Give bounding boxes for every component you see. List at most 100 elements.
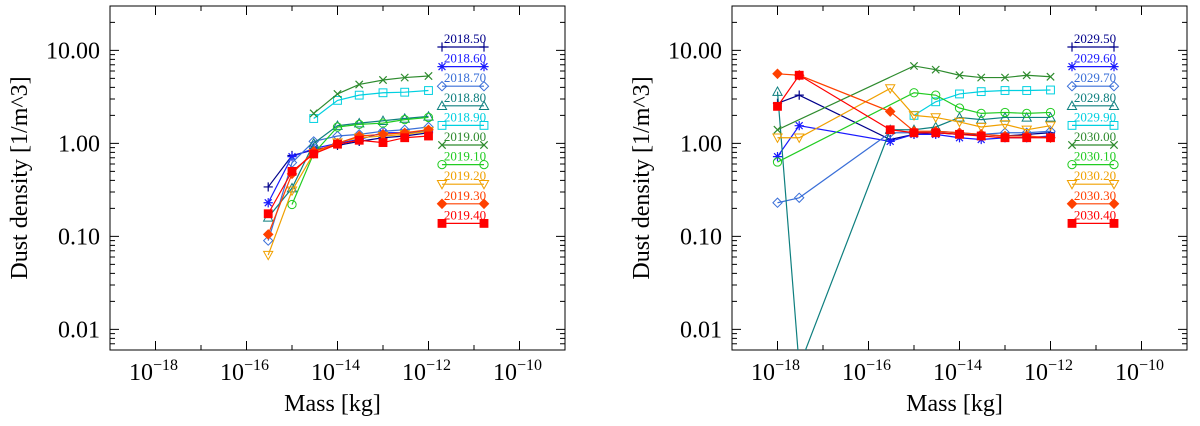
data-point <box>262 250 274 261</box>
data-point <box>1046 72 1055 81</box>
legend-marker <box>437 62 447 72</box>
y-tick-label: 1.00 <box>58 131 100 157</box>
x-tick-label: 10−10 <box>1115 357 1164 386</box>
legend: 2018.50 2018.60 2018.70 2018.80 2018.90 2019.… <box>436 31 490 228</box>
x-tick-label: 10−12 <box>1024 357 1073 386</box>
data-point <box>909 128 919 138</box>
data-point <box>1000 86 1010 95</box>
data-point <box>400 133 410 143</box>
legend-label: 2029.80 <box>1074 90 1116 105</box>
legend-label: 2019.30 <box>444 188 486 203</box>
legend-entry: 2018.70 <box>436 70 490 92</box>
legend-entry: 2018.80 <box>436 90 490 110</box>
legend-label: 2030.00 <box>1074 129 1116 144</box>
data-point <box>976 108 986 119</box>
legend-marker <box>479 159 489 170</box>
x-axis-title: Mass [kg] <box>906 391 1003 417</box>
series-line <box>913 89 1051 116</box>
data-point <box>884 84 896 95</box>
data-point <box>1022 71 1031 80</box>
data-point <box>885 136 895 146</box>
legend-marker <box>479 120 489 130</box>
data-point <box>955 71 964 80</box>
data-point <box>263 209 273 219</box>
legend-label: 2029.90 <box>1074 109 1116 124</box>
legend-entry: 2018.50 <box>437 31 489 52</box>
legend-label: 2018.50 <box>444 31 486 46</box>
series-area <box>772 61 1056 350</box>
legend-marker <box>1108 80 1120 92</box>
legend-marker <box>479 218 489 228</box>
data-point <box>424 131 433 141</box>
x-tick-label: 10−18 <box>129 357 178 386</box>
data-point <box>333 89 342 99</box>
data-point <box>1045 107 1056 118</box>
data-point <box>1022 86 1032 95</box>
data-point <box>908 111 920 122</box>
data-point <box>999 120 1011 131</box>
legend-marker <box>1108 180 1120 190</box>
legend-label: 2029.70 <box>1074 70 1116 85</box>
legend-label: 2018.90 <box>444 109 486 124</box>
legend-marker <box>1066 180 1078 190</box>
legend-label: 2019.20 <box>444 168 486 183</box>
data-point <box>424 86 433 95</box>
x-tick-label: 10−16 <box>842 357 891 386</box>
data-point <box>976 87 986 97</box>
legend-marker <box>437 120 447 130</box>
legend-marker <box>436 180 448 190</box>
x-axis-ticks: 10−18 10−16 10−14 10−12 10−10 <box>109 6 566 386</box>
legend-marker <box>1109 140 1119 150</box>
data-point <box>378 88 388 98</box>
y-tick-label: 1.00 <box>680 131 722 157</box>
x-axis-ticks: 10−18 10−16 10−14 10−12 10−10 <box>731 6 1188 386</box>
data-point <box>930 113 942 124</box>
data-point <box>1045 121 1056 132</box>
data-point <box>377 115 389 125</box>
legend-marker <box>1066 80 1078 92</box>
plot-frame <box>731 5 1188 351</box>
legend-marker <box>436 80 448 92</box>
legend-marker <box>437 140 447 150</box>
legend-entry: 2018.90 <box>437 109 489 130</box>
data-point <box>772 157 783 167</box>
series-line <box>776 91 1051 350</box>
data-point <box>333 139 342 149</box>
legend-entry: 2029.90 <box>1067 109 1119 130</box>
legend-entry: 2029.60 <box>1067 51 1119 72</box>
legend-marker <box>1109 62 1119 72</box>
legend-entry: 2029.50 <box>1067 31 1119 52</box>
data-point <box>354 119 364 130</box>
legend-label: 2019.00 <box>444 129 486 144</box>
data-point <box>1000 107 1010 118</box>
series-2030.10 <box>772 88 1056 167</box>
x-tick-label: 10−16 <box>220 357 269 386</box>
data-point <box>931 90 941 100</box>
series-line <box>313 75 429 114</box>
data-point <box>884 106 896 117</box>
y-tick-label: 0.10 <box>680 224 722 250</box>
data-point <box>287 199 297 210</box>
legend-entry: 2019.20 <box>436 168 490 190</box>
legend-marker <box>1066 198 1078 210</box>
data-point <box>262 235 274 246</box>
data-point <box>1045 111 1056 122</box>
data-point <box>400 87 410 97</box>
data-point <box>399 112 411 123</box>
series-line <box>267 129 429 235</box>
data-point <box>287 152 297 162</box>
legend-label: 2029.50 <box>1074 31 1116 46</box>
legend-entry: 2019.10 <box>437 149 489 170</box>
legend-entry: 2029.80 <box>1066 90 1120 110</box>
data-point <box>286 186 298 197</box>
data-point <box>309 149 319 159</box>
legend-entry: 2030.20 <box>1066 168 1120 190</box>
series-line <box>777 73 1051 139</box>
legend-entry: 2030.40 <box>1067 207 1119 228</box>
x-tick-label: 10−10 <box>493 357 542 386</box>
y-tick-label: 10.00 <box>46 38 100 64</box>
legend-label: 2029.60 <box>1074 51 1116 66</box>
legend-label: 2018.60 <box>444 51 486 66</box>
data-point <box>332 122 343 132</box>
